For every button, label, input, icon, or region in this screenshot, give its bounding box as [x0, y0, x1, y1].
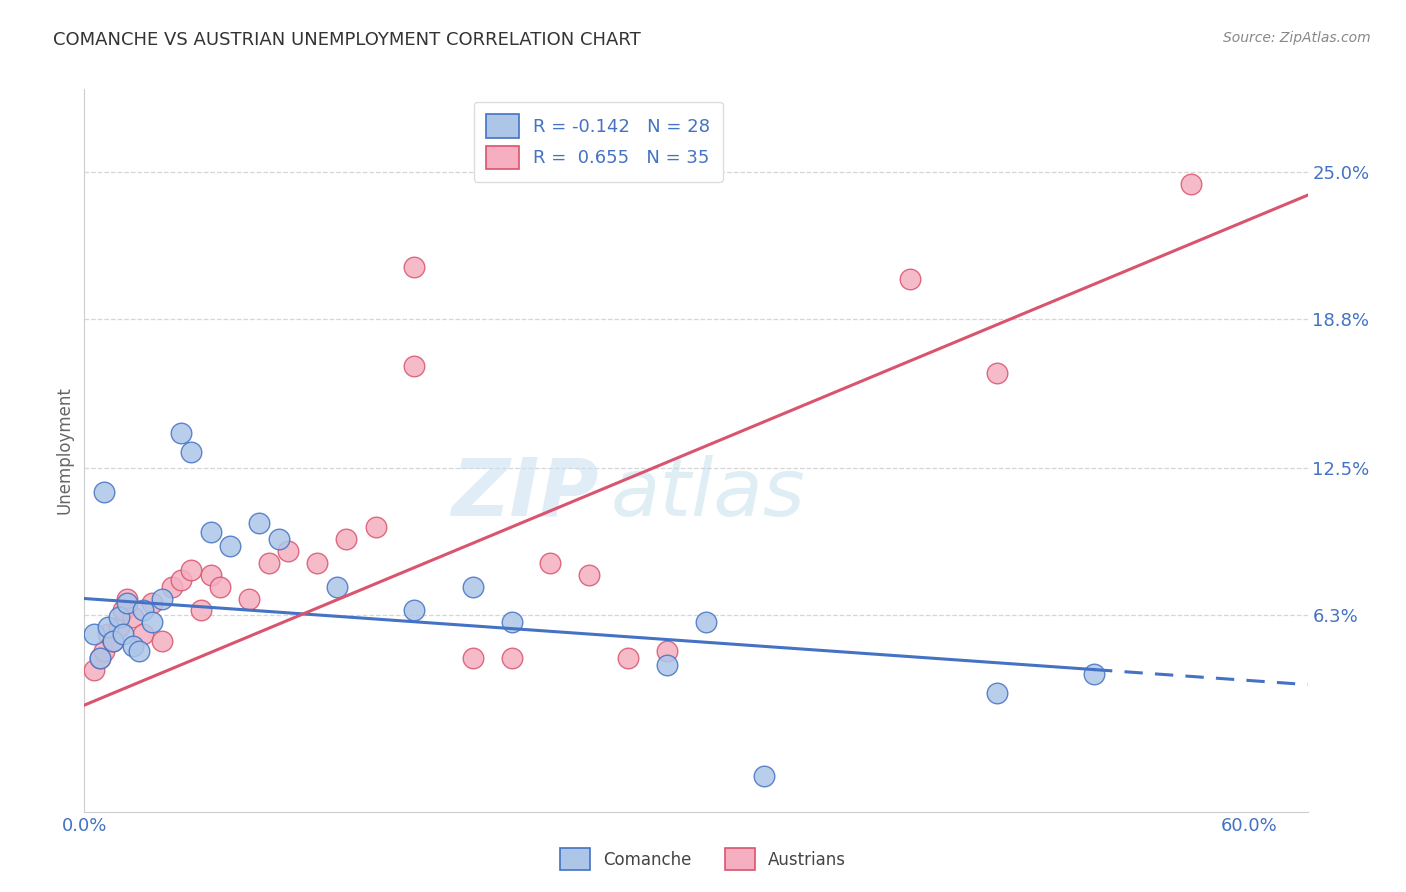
Point [219, 540, 242, 554]
Text: Source: ZipAtlas.com: Source: ZipAtlas.com [1223, 31, 1371, 45]
Point [190, 603, 212, 617]
Point [267, 533, 290, 547]
Point [1083, 667, 1105, 681]
Point [97, 620, 120, 634]
Point [170, 425, 193, 440]
Point [150, 591, 173, 606]
Point [655, 657, 678, 672]
Point [209, 580, 232, 594]
Point [141, 596, 163, 610]
Text: ZIP: ZIP [451, 455, 598, 533]
Point [89, 650, 111, 665]
Y-axis label: Unemployment: Unemployment [55, 386, 73, 515]
Point [103, 634, 125, 648]
Point [277, 544, 299, 558]
Point [170, 573, 193, 587]
Point [752, 769, 775, 783]
Point [1180, 177, 1202, 191]
Point [986, 367, 1008, 381]
Point [180, 444, 202, 458]
Point [93, 484, 115, 499]
Point [180, 563, 202, 577]
Legend: Comanche, Austrians: Comanche, Austrians [553, 842, 853, 877]
Point [461, 650, 484, 665]
Point [128, 643, 150, 657]
Point [160, 580, 183, 594]
Point [89, 650, 111, 665]
Point [501, 615, 523, 630]
Point [655, 643, 678, 657]
Point [364, 520, 387, 534]
Point [578, 567, 600, 582]
Point [238, 591, 260, 606]
Text: COMANCHE VS AUSTRIAN UNEMPLOYMENT CORRELATION CHART: COMANCHE VS AUSTRIAN UNEMPLOYMENT CORREL… [53, 31, 641, 49]
Point [257, 556, 280, 570]
Point [150, 634, 173, 648]
Point [247, 516, 270, 530]
Point [93, 643, 115, 657]
Point [97, 627, 120, 641]
Point [83, 627, 105, 641]
Point [335, 533, 357, 547]
Point [108, 620, 131, 634]
Point [200, 567, 222, 582]
Point [986, 686, 1008, 700]
Point [501, 650, 523, 665]
Point [326, 580, 349, 594]
Point [112, 603, 135, 617]
Point [103, 634, 125, 648]
Point [307, 556, 329, 570]
Point [131, 603, 153, 617]
Point [200, 525, 222, 540]
Point [115, 591, 138, 606]
Point [404, 359, 426, 374]
Text: atlas: atlas [610, 455, 806, 533]
Legend: R = -0.142   N = 28, R =  0.655   N = 35: R = -0.142 N = 28, R = 0.655 N = 35 [474, 102, 723, 182]
Point [112, 627, 135, 641]
Point [695, 615, 717, 630]
Point [131, 627, 153, 641]
Point [122, 639, 145, 653]
Point [461, 580, 484, 594]
Point [404, 603, 426, 617]
Point [141, 615, 163, 630]
Point [898, 271, 921, 285]
Point [404, 260, 426, 274]
Point [115, 596, 138, 610]
Point [617, 650, 640, 665]
Point [108, 610, 131, 624]
Point [122, 610, 145, 624]
Point [83, 663, 105, 677]
Point [538, 556, 561, 570]
